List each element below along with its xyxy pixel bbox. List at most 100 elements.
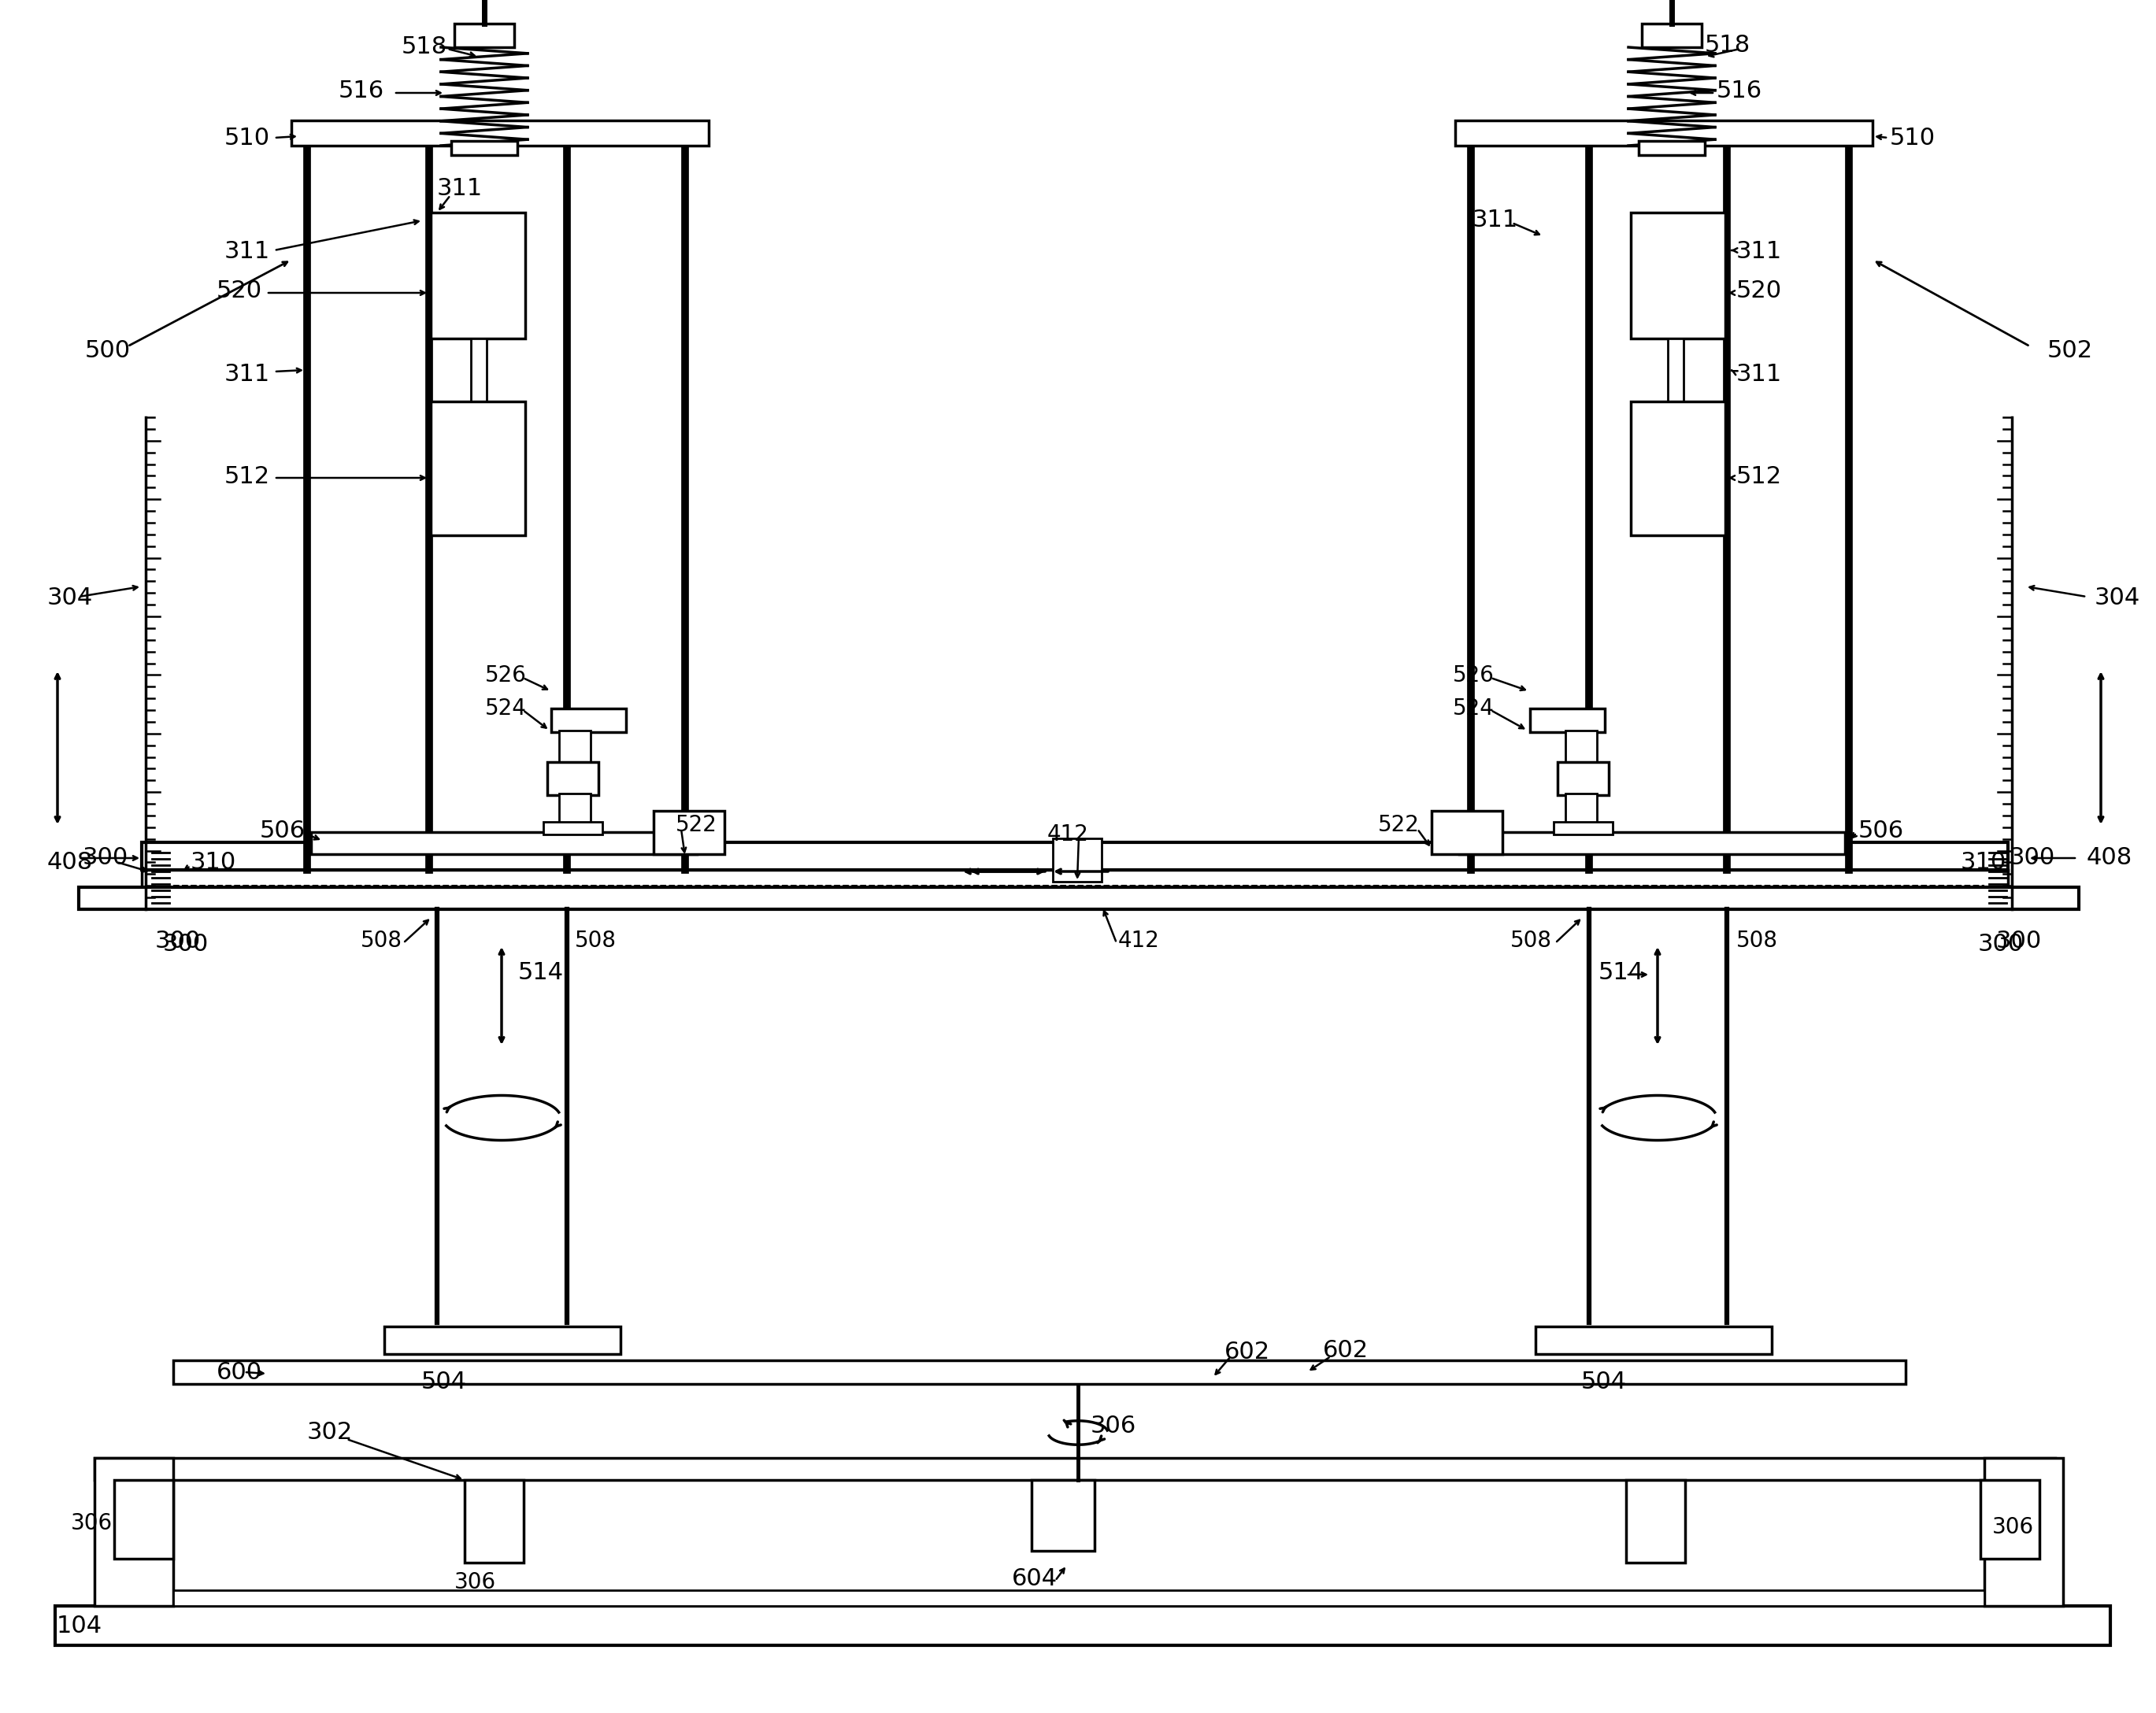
Text: 512: 512 xyxy=(224,464,270,488)
Bar xyxy=(552,709,625,731)
Text: 602: 602 xyxy=(1324,1338,1369,1362)
Text: 516: 516 xyxy=(338,79,384,103)
Text: 514: 514 xyxy=(1598,961,1645,983)
Bar xyxy=(114,1480,172,1559)
Bar xyxy=(80,887,2078,910)
Bar xyxy=(558,730,591,764)
Bar xyxy=(95,1458,2055,1480)
Text: 520: 520 xyxy=(1736,279,1783,303)
Bar xyxy=(451,140,517,156)
Text: 300: 300 xyxy=(1996,930,2042,952)
Bar xyxy=(1643,24,1701,48)
Text: 524: 524 xyxy=(1453,697,1494,719)
Bar xyxy=(142,870,2007,898)
Text: 306: 306 xyxy=(1091,1415,1136,1437)
Bar xyxy=(1626,1480,1686,1562)
Bar xyxy=(1531,709,1604,731)
Bar xyxy=(95,1458,172,1607)
Text: 514: 514 xyxy=(517,961,565,983)
Text: 510: 510 xyxy=(224,127,270,149)
Text: 300: 300 xyxy=(82,846,129,870)
Text: 408: 408 xyxy=(47,851,93,874)
Bar xyxy=(1535,1326,1772,1353)
Text: 508: 508 xyxy=(1736,930,1779,952)
Bar xyxy=(455,24,513,48)
Bar xyxy=(1639,140,1705,156)
Text: 311: 311 xyxy=(1473,209,1518,231)
Text: 311: 311 xyxy=(438,178,483,200)
Text: 302: 302 xyxy=(306,1422,354,1444)
Bar xyxy=(1031,1480,1095,1550)
Text: 306: 306 xyxy=(455,1571,496,1593)
Text: 502: 502 xyxy=(2048,339,2093,361)
Bar xyxy=(1981,1480,2040,1559)
Text: 602: 602 xyxy=(1225,1341,1270,1364)
Text: 522: 522 xyxy=(675,814,718,836)
Bar xyxy=(1669,339,1684,401)
Text: 504: 504 xyxy=(1580,1370,1628,1393)
Bar xyxy=(172,1590,1984,1607)
Text: 310: 310 xyxy=(1960,851,2007,874)
Text: 506: 506 xyxy=(1858,819,1904,841)
Text: 310: 310 xyxy=(190,851,237,874)
Text: 526: 526 xyxy=(485,665,526,687)
Bar xyxy=(56,1607,2111,1644)
Text: 506: 506 xyxy=(261,819,306,841)
Text: 311: 311 xyxy=(224,240,270,264)
Text: 512: 512 xyxy=(1736,464,1783,488)
Text: 104: 104 xyxy=(56,1614,103,1638)
Text: 524: 524 xyxy=(485,697,526,719)
Text: 508: 508 xyxy=(576,930,617,952)
Bar xyxy=(1565,730,1598,764)
Bar xyxy=(1460,833,1846,855)
Text: 304: 304 xyxy=(47,588,93,610)
Text: 600: 600 xyxy=(216,1360,263,1384)
Bar xyxy=(1432,810,1503,855)
Bar xyxy=(558,793,591,827)
Bar xyxy=(548,762,599,795)
Bar xyxy=(1554,822,1613,834)
Bar xyxy=(142,843,2007,870)
Text: 304: 304 xyxy=(2096,588,2141,610)
Bar xyxy=(1630,401,1725,534)
Bar xyxy=(1052,838,1102,882)
Bar xyxy=(653,810,724,855)
Text: 412: 412 xyxy=(1119,930,1160,952)
Text: 604: 604 xyxy=(1011,1567,1059,1590)
Text: 300: 300 xyxy=(2009,846,2055,870)
Bar xyxy=(431,401,526,534)
Text: 508: 508 xyxy=(360,930,403,952)
Text: 306: 306 xyxy=(1992,1516,2033,1538)
Text: 520: 520 xyxy=(216,279,263,303)
Text: 300: 300 xyxy=(155,930,201,952)
Text: 300: 300 xyxy=(1977,934,2024,956)
Bar xyxy=(1455,120,1874,146)
Bar xyxy=(310,833,696,855)
Bar xyxy=(1565,793,1598,827)
Bar xyxy=(291,120,709,146)
Text: 518: 518 xyxy=(1705,34,1751,57)
Bar xyxy=(1630,212,1725,339)
Text: 311: 311 xyxy=(224,363,270,385)
Text: 516: 516 xyxy=(1716,79,1761,103)
Text: 408: 408 xyxy=(2087,846,2132,870)
Text: 522: 522 xyxy=(1378,814,1419,836)
Text: 306: 306 xyxy=(71,1513,112,1535)
Bar xyxy=(1557,762,1608,795)
Text: 504: 504 xyxy=(420,1370,468,1393)
Text: 311: 311 xyxy=(1736,363,1783,385)
Text: 508: 508 xyxy=(1511,930,1552,952)
Bar xyxy=(1984,1458,2063,1607)
Text: 300: 300 xyxy=(164,934,209,956)
Text: 311: 311 xyxy=(1736,240,1783,264)
Text: 510: 510 xyxy=(1891,127,1936,149)
Bar xyxy=(384,1326,621,1353)
Bar xyxy=(470,339,487,401)
Bar xyxy=(431,212,526,339)
Text: 526: 526 xyxy=(1453,665,1494,687)
Bar xyxy=(464,1480,524,1562)
Text: 500: 500 xyxy=(84,339,132,361)
Bar xyxy=(543,822,602,834)
Text: 412: 412 xyxy=(1048,824,1089,846)
Text: 518: 518 xyxy=(401,36,448,58)
